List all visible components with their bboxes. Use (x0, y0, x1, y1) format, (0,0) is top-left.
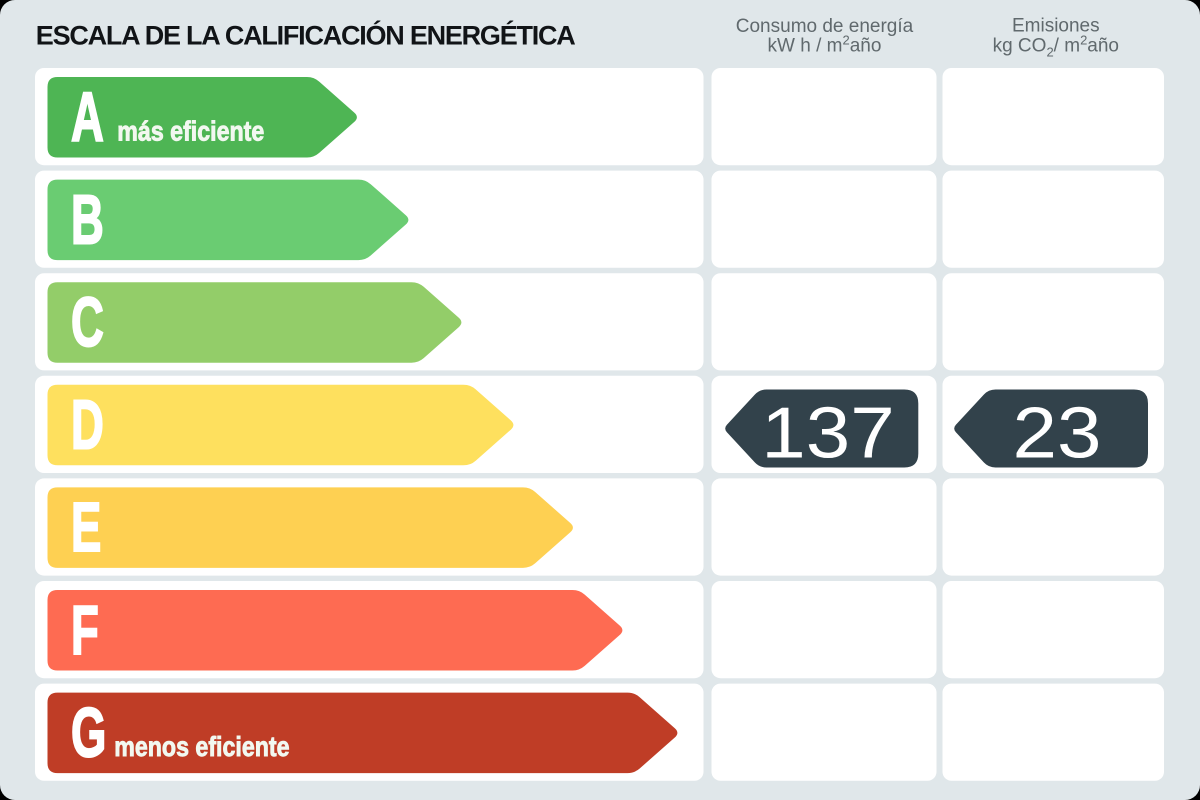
svg-text:137: 137 (761, 393, 894, 474)
svg-text:G: G (71, 694, 106, 772)
svg-text:E: E (71, 488, 101, 566)
svg-text:kW h / m2año: kW h / m2año (768, 33, 882, 57)
svg-text:A: A (71, 78, 104, 156)
svg-text:más eficiente: más eficiente (117, 117, 264, 147)
svg-text:C: C (71, 283, 104, 361)
svg-text:23: 23 (1013, 393, 1102, 474)
svg-text:ESCALA DE LA CALIFICACIÓN ENER: ESCALA DE LA CALIFICACIÓN ENERGÉTICA (36, 20, 576, 51)
svg-text:Consumo de energía: Consumo de energía (736, 16, 914, 37)
svg-text:kg CO2/ m2año: kg CO2/ m2año (993, 33, 1119, 60)
svg-text:D: D (71, 386, 104, 464)
svg-text:Emisiones: Emisiones (1012, 16, 1100, 37)
svg-text:F: F (71, 591, 99, 669)
svg-text:B: B (71, 181, 104, 259)
svg-text:menos eficiente: menos eficiente (114, 732, 289, 762)
